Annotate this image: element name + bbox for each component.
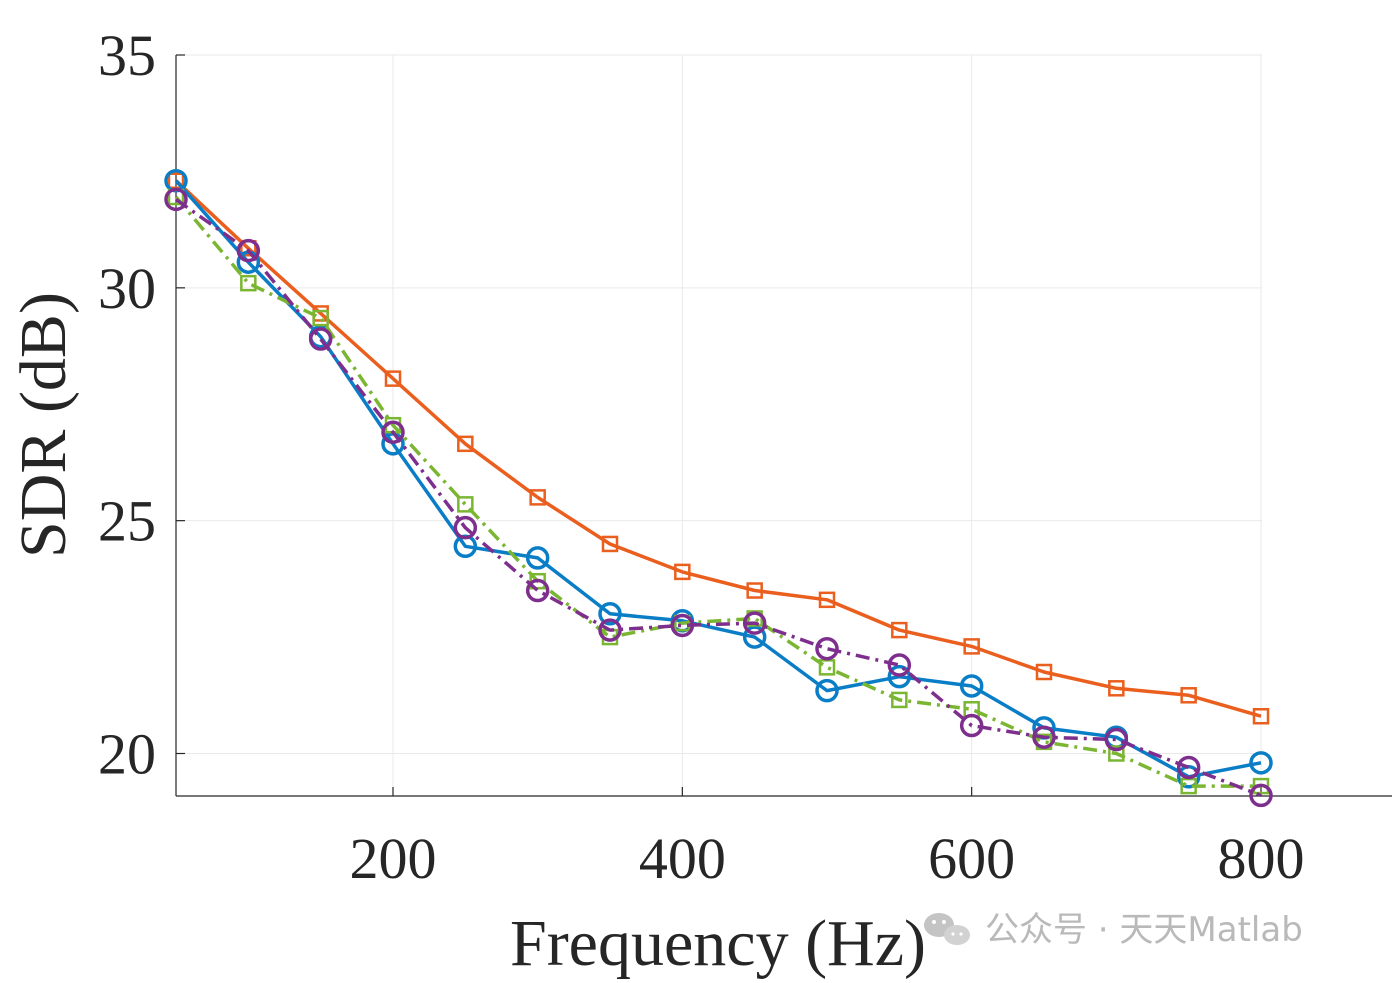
- data-point: [601, 535, 619, 553]
- data-point: [891, 621, 908, 639]
- y-tick-label: 35: [98, 23, 156, 88]
- data-point: [815, 636, 839, 661]
- watermark: 公众号 · 天天Matlab: [924, 910, 1303, 950]
- data-series: [164, 168, 1273, 808]
- data-point: [1180, 687, 1197, 704]
- series-2: [164, 168, 1273, 789]
- data-point: [742, 625, 767, 649]
- data-point: [1252, 707, 1270, 725]
- data-point: [598, 618, 622, 642]
- series-3: [167, 188, 1270, 795]
- data-point: [887, 664, 912, 689]
- series-1: [167, 172, 1270, 725]
- data-point: [1032, 725, 1056, 749]
- data-point: [959, 674, 984, 698]
- data-point: [525, 578, 550, 603]
- axes: [175, 54, 1392, 797]
- data-point: [674, 563, 691, 581]
- watermark-text: 公众号 · 天天Matlab: [985, 910, 1303, 950]
- data-point: [963, 638, 980, 655]
- series-line: [174, 197, 1262, 798]
- data-point: [457, 435, 474, 453]
- data-point: [1176, 755, 1201, 780]
- x-tick-label: 800: [1218, 826, 1305, 891]
- x-tick-label: 400: [639, 826, 726, 891]
- data-point: [742, 611, 767, 635]
- grid-lines: [176, 54, 1262, 796]
- data-point: [312, 309, 329, 327]
- y-tick-label: 20: [98, 722, 156, 787]
- y-tick-labels: 20 25 30 35: [98, 23, 156, 787]
- data-point: [670, 613, 695, 638]
- data-point: [1249, 783, 1273, 808]
- series-4: [164, 187, 1273, 808]
- data-point: [1108, 745, 1125, 762]
- data-point: [236, 238, 261, 263]
- data-point: [818, 591, 836, 609]
- data-point: [384, 370, 402, 387]
- y-tick-label: 30: [98, 256, 156, 321]
- data-point: [453, 515, 478, 540]
- data-point: [598, 602, 622, 626]
- y-tick-label: 25: [98, 489, 156, 554]
- wechat-icon: [924, 913, 970, 945]
- data-point: [887, 653, 912, 677]
- series-line: [174, 179, 1262, 718]
- data-point: [1035, 663, 1053, 681]
- data-point: [1104, 727, 1129, 752]
- data-point: [746, 582, 763, 599]
- x-tick-label: 200: [350, 826, 437, 891]
- x-tick-labels: 200 400 600 800: [350, 826, 1305, 891]
- data-point: [381, 420, 405, 444]
- series-line: [174, 195, 1261, 788]
- data-point: [815, 678, 839, 703]
- data-point: [1108, 680, 1125, 697]
- data-point: [959, 713, 984, 738]
- x-axis-title: Frequency (Hz): [510, 907, 926, 980]
- data-point: [1249, 751, 1273, 775]
- data-point: [529, 489, 546, 506]
- data-point: [525, 546, 550, 570]
- data-point: [240, 274, 257, 292]
- data-point: [457, 496, 474, 513]
- data-point: [308, 327, 333, 351]
- data-point: [164, 187, 188, 212]
- y-axis-title: SDR (dB): [7, 292, 80, 558]
- series-line: [174, 179, 1262, 779]
- x-tick-label: 600: [928, 826, 1015, 891]
- data-point: [891, 691, 908, 709]
